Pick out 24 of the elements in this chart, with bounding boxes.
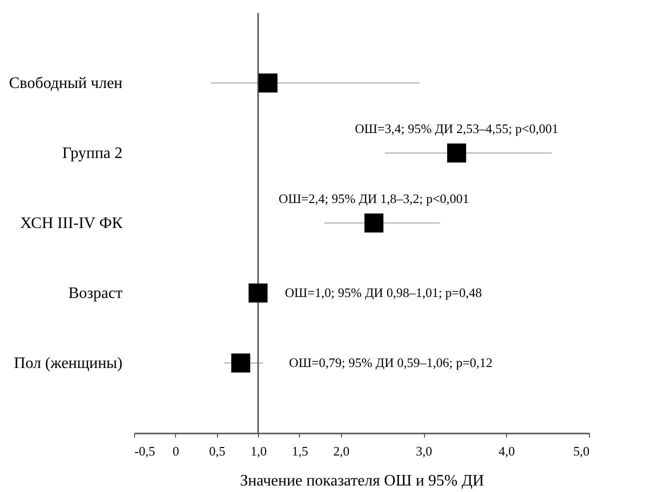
point bbox=[447, 144, 466, 162]
x-tick-label: 0 bbox=[172, 444, 180, 458]
point bbox=[231, 354, 250, 372]
x-tick-label: 0,5 bbox=[209, 444, 226, 458]
y-tick-label: Возраст bbox=[68, 285, 123, 302]
x-axis-title: Значение показателя ОШ и 95% ДИ bbox=[240, 472, 484, 490]
data-label: ОШ=3,4; 95% ДИ 2,53–4,55; p<0,001 bbox=[354, 121, 558, 136]
data-label: ОШ=0,79; 95% ДИ 0,59–1,06; p=0,12 bbox=[289, 355, 493, 370]
data-label: ОШ=1,0; 95% ДИ 0,98–1,01; p=0,48 bbox=[284, 285, 482, 300]
x-tick-label: 1,0 bbox=[250, 444, 267, 458]
point bbox=[248, 284, 268, 302]
y-tick-label: ХСН III-IV ФК bbox=[20, 215, 123, 232]
y-tick-label: Группа 2 bbox=[62, 145, 122, 162]
y-tick-label: Пол (женщины) bbox=[14, 355, 122, 372]
x-tick-label: 4,0 bbox=[498, 444, 515, 458]
data-label: ОШ=2,4; 95% ДИ 1,8–3,2; p<0,001 bbox=[278, 191, 470, 206]
x-tick-label: -0,5 bbox=[134, 444, 156, 458]
point bbox=[258, 74, 278, 92]
x-tick-label: 3,0 bbox=[416, 444, 432, 458]
point bbox=[364, 214, 384, 232]
x-tick-label: 2,0 bbox=[333, 444, 350, 458]
x-tick-label: 5,0 bbox=[573, 444, 590, 458]
y-tick-label: Свободный член bbox=[8, 75, 123, 92]
x-tick-label: 1,5 bbox=[292, 444, 308, 458]
